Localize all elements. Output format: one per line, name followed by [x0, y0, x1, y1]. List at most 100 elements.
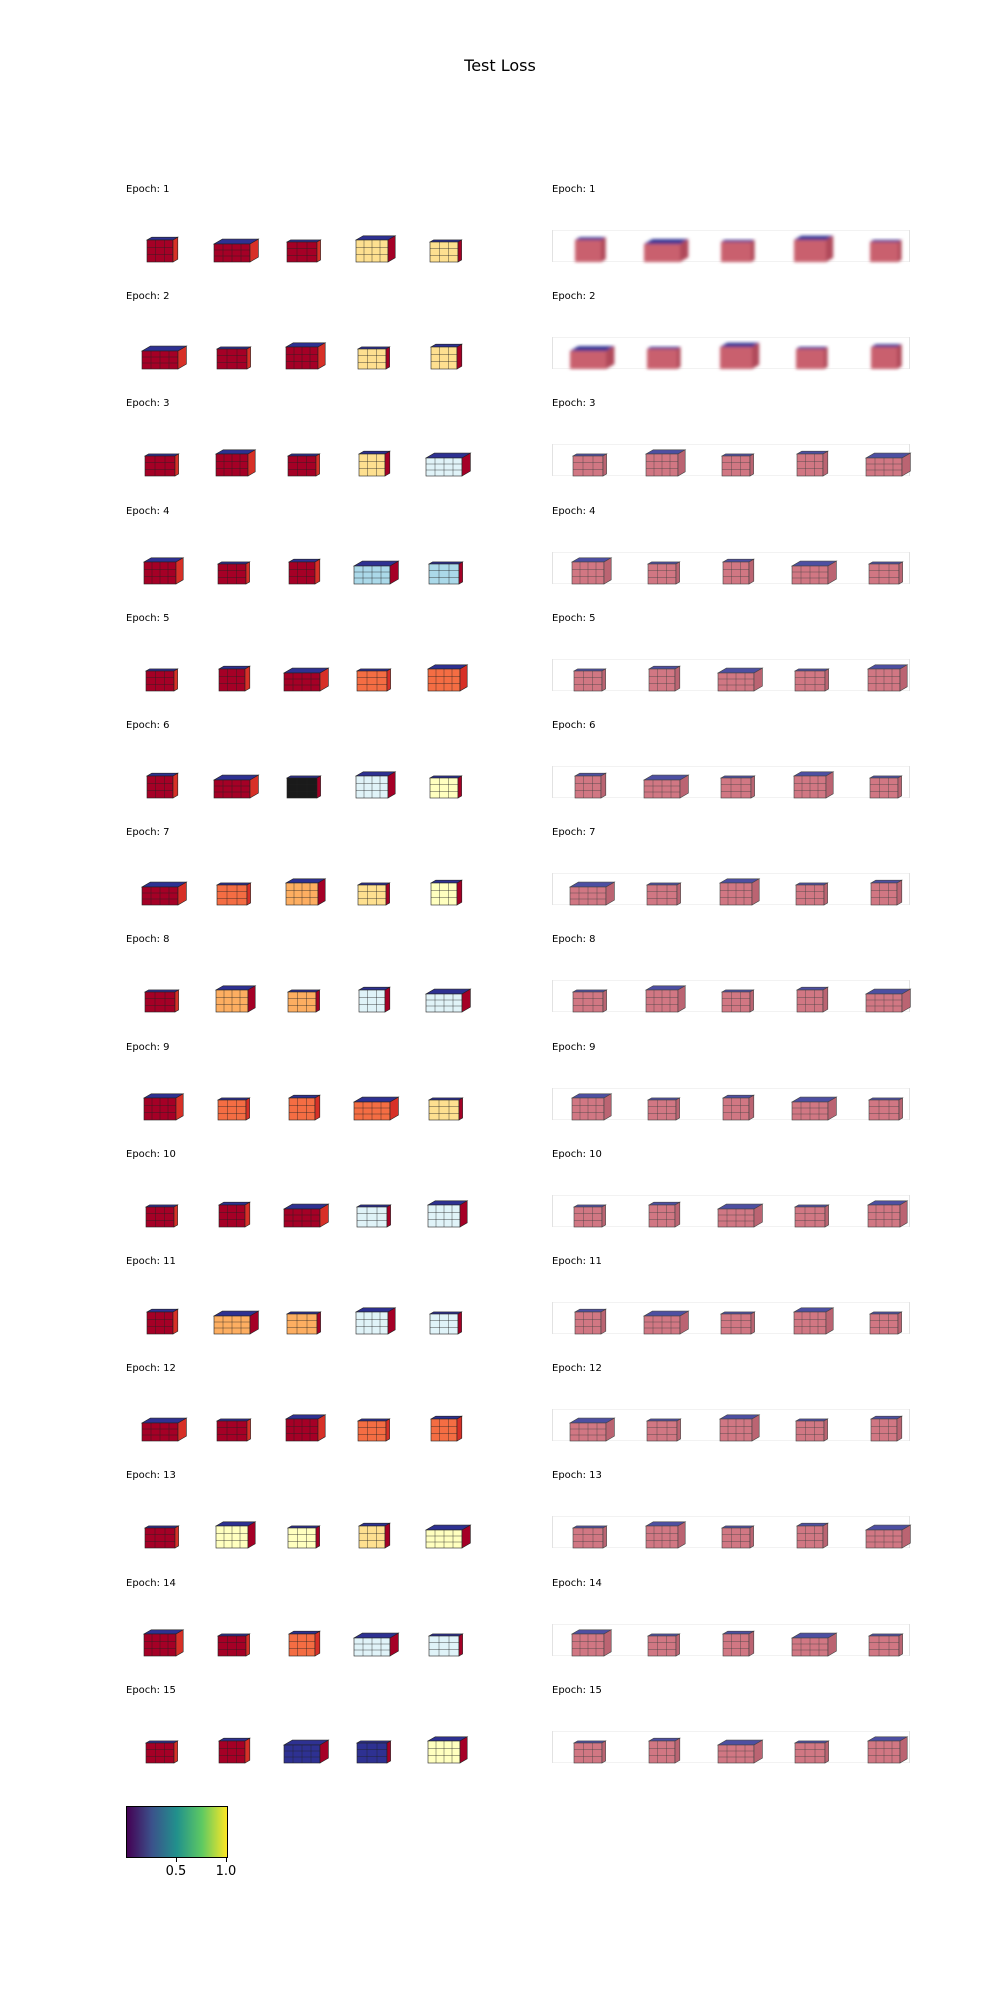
voxel-shape — [214, 449, 257, 477]
voxel-shape — [217, 665, 251, 692]
epoch-label: Epoch: 15 — [126, 1684, 176, 1696]
epoch-row-panel — [143, 985, 472, 1013]
epoch-row-panel — [145, 235, 463, 263]
voxel-shape — [140, 1417, 188, 1442]
colorbar-tick-label: 0.5 — [165, 1864, 187, 1879]
epoch-row-panel — [140, 342, 463, 370]
voxel-shape — [792, 1307, 835, 1335]
epoch-row-panel — [570, 342, 902, 370]
voxel-shape — [790, 560, 838, 585]
voxel-shape — [864, 1524, 912, 1549]
epoch-label: Epoch: 7 — [126, 827, 170, 839]
colorbar-tick — [176, 1857, 177, 1862]
epoch-row-panel — [142, 556, 464, 585]
voxel-shape — [647, 1201, 681, 1228]
voxel-shape — [282, 667, 330, 692]
voxel-shape — [869, 1415, 903, 1442]
voxel-shape — [285, 239, 322, 263]
voxel-shape — [572, 1740, 607, 1764]
voxel-shape — [719, 775, 756, 799]
voxel-shape — [572, 668, 607, 692]
voxel-shape — [792, 771, 835, 799]
voxel-shape — [142, 1628, 185, 1657]
voxel-shape — [282, 1203, 330, 1228]
voxel-shape — [571, 1525, 608, 1549]
voxel-shape — [427, 560, 464, 585]
epoch-label: Epoch: 13 — [126, 1470, 176, 1482]
voxel-shape — [215, 1418, 252, 1442]
voxel-shape — [286, 1525, 321, 1549]
voxel-shape — [356, 346, 391, 370]
voxel-shape — [570, 1628, 613, 1657]
epoch-label: Epoch: 9 — [552, 1041, 596, 1053]
voxel-shape — [357, 987, 391, 1013]
voxel-shape — [215, 882, 252, 906]
voxel-shape — [716, 1203, 764, 1228]
voxel-shape — [286, 989, 321, 1013]
voxel-shape — [721, 1630, 755, 1657]
voxel-shape — [355, 1740, 392, 1764]
epoch-label: Epoch: 4 — [126, 505, 170, 517]
epoch-row-panel — [142, 1092, 464, 1121]
voxel-shape — [145, 236, 179, 263]
voxel-shape — [866, 664, 909, 692]
voxel-shape — [867, 560, 904, 585]
voxel-shape — [352, 1096, 400, 1121]
voxel-shape — [864, 988, 912, 1013]
epoch-row-panel — [570, 1628, 904, 1657]
voxel-shape — [794, 235, 834, 262]
voxel-shape — [718, 1414, 761, 1442]
voxel-shape — [285, 775, 322, 799]
voxel-shape — [216, 1096, 251, 1121]
voxel-shape — [793, 1740, 830, 1764]
epoch-row-panel — [568, 878, 903, 906]
epoch-label: Epoch: 11 — [126, 1256, 176, 1267]
voxel-shape — [355, 668, 392, 692]
figure-title: Test Loss — [464, 56, 536, 75]
voxel-shape — [573, 772, 607, 799]
voxel-shape — [864, 452, 912, 477]
epoch-row-panel — [572, 664, 909, 692]
epoch-label: Epoch: 15 — [552, 1684, 602, 1696]
voxel-shape — [869, 879, 903, 906]
voxel-shape — [720, 1525, 755, 1549]
voxel-shape — [352, 1632, 400, 1657]
voxel-shape — [427, 1096, 464, 1121]
voxel-shape — [287, 1094, 321, 1121]
voxel-shape — [570, 556, 613, 585]
voxel-shape — [790, 1632, 838, 1657]
epoch-label: Epoch: 13 — [552, 1470, 602, 1482]
voxel-shape — [145, 1308, 179, 1335]
colorbar-tick-label: 1.0 — [215, 1864, 237, 1879]
voxel-shape — [284, 1414, 327, 1442]
voxel-shape — [215, 346, 252, 370]
voxel-shape — [216, 1632, 251, 1657]
epoch-label: Epoch: 9 — [126, 1041, 170, 1053]
voxel-shape — [355, 1204, 392, 1228]
voxel-shape — [354, 771, 397, 799]
voxel-shape — [354, 235, 397, 263]
epoch-label: Epoch: 11 — [552, 1256, 602, 1267]
voxel-shape — [352, 560, 400, 585]
voxel-shape — [794, 882, 829, 906]
voxel-shape — [796, 347, 828, 370]
voxel-shape — [720, 342, 760, 370]
voxel-shape — [868, 1311, 903, 1335]
voxel-shape — [140, 345, 188, 370]
voxel-shape — [143, 989, 180, 1013]
voxel-shape — [143, 453, 180, 477]
voxel-shape — [793, 668, 830, 692]
voxel-shape — [144, 1204, 179, 1228]
epoch-label: Epoch: 10 — [126, 1148, 176, 1160]
voxel-shape — [284, 342, 327, 370]
epoch-row-panel — [140, 1414, 463, 1442]
voxel-shape — [427, 1632, 464, 1657]
epoch-row-panel — [572, 1200, 909, 1228]
voxel-shape — [647, 665, 681, 692]
voxel-shape — [868, 775, 903, 799]
voxel-shape — [426, 1736, 469, 1764]
voxel-shape — [145, 772, 179, 799]
voxel-shape — [428, 775, 463, 799]
voxel-shape — [354, 1307, 397, 1335]
voxel-shape — [642, 1310, 690, 1335]
